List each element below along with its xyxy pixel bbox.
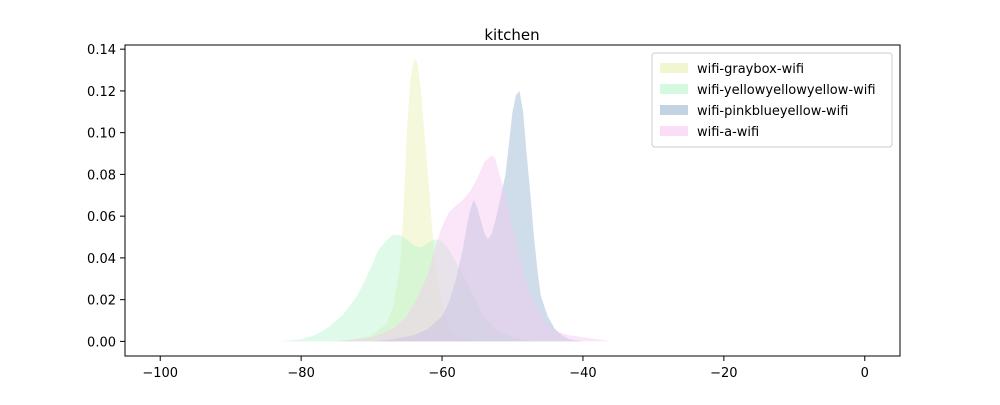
legend-swatch [660,126,688,136]
legend-label: wifi-a-wifi [697,125,759,140]
y-tick-label: 0.02 [87,294,116,309]
legend-label: wifi-yellowyellowyellow-wifi [697,83,876,98]
y-tick-label: 0.00 [87,335,116,350]
x-tick-label: −40 [569,366,596,381]
y-tick-label: 0.08 [87,168,116,183]
legend: wifi-graybox-wifi wifi-yellowyellowyellow… [651,52,893,148]
x-tick-label: −100 [142,366,178,381]
y-tick-label: 0.12 [87,85,116,100]
y-tick-label: 0.06 [87,210,116,225]
legend-swatch [660,63,688,73]
x-tick-label: −60 [428,366,455,381]
x-tick-label: −80 [287,366,314,381]
x-tick-label: −20 [710,366,737,381]
y-axis: 0.00 0.02 0.04 0.06 0.08 0.10 0.12 0.14 [87,43,125,350]
legend-label: wifi-pinkblueyellow-wifi [697,104,848,119]
legend-swatch [660,84,688,94]
x-tick-label: 0 [861,366,869,381]
legend-label: wifi-graybox-wifi [697,62,804,77]
legend-swatch [660,105,688,115]
series-area-3 [336,155,612,342]
series-area-0 [329,59,485,342]
plot-frame [124,44,901,357]
y-tick-label: 0.10 [87,127,116,142]
y-tick-label: 0.14 [87,43,116,58]
series-areas [280,59,612,342]
legend-box [651,52,893,148]
y-tick-label: 0.04 [87,252,116,267]
chart-title: kitchen [484,26,539,44]
x-axis: −100 −80 −60 −40 −20 0 [142,356,869,381]
series-area-2 [371,90,583,342]
